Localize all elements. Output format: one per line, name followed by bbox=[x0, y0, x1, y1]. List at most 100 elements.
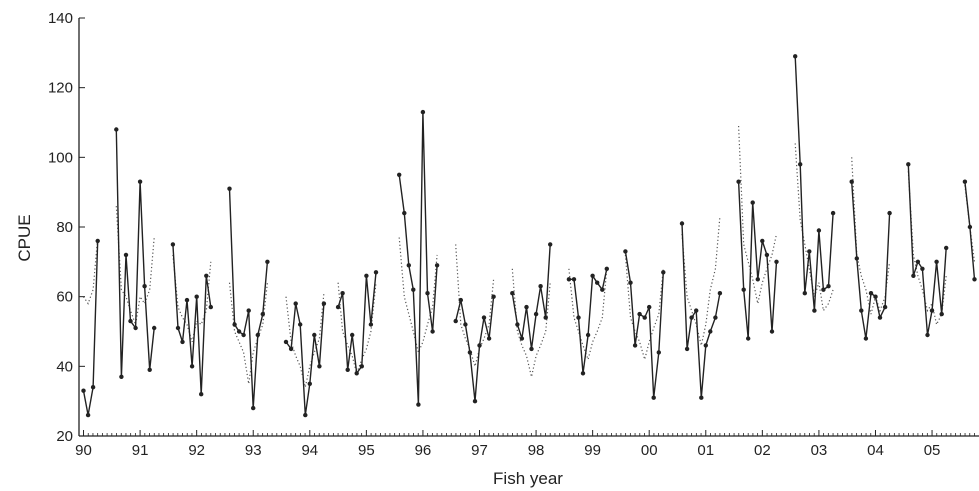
observed-point bbox=[298, 322, 303, 327]
observed-point bbox=[769, 329, 775, 334]
observed-series bbox=[81, 54, 977, 418]
observed-point bbox=[453, 318, 458, 324]
observed-point bbox=[317, 364, 322, 369]
observed-point bbox=[406, 263, 411, 268]
observed-point bbox=[548, 242, 553, 247]
observed-point bbox=[430, 329, 435, 334]
observed-point bbox=[85, 412, 91, 418]
observed-point bbox=[882, 304, 888, 310]
observed-point bbox=[425, 291, 430, 296]
observed-point bbox=[481, 315, 487, 320]
y-tick-label: 120 bbox=[48, 80, 73, 97]
observed-point bbox=[764, 252, 770, 258]
observed-point bbox=[137, 179, 143, 184]
observed-point bbox=[684, 346, 690, 352]
axes: 20 40 60 80 100 120 140 90 91 92 93 94 95 96 97 98 99 00 0… bbox=[48, 10, 979, 459]
observed-point bbox=[81, 388, 86, 393]
observed-point bbox=[826, 284, 831, 289]
observed-point bbox=[345, 367, 350, 372]
observed-point bbox=[915, 259, 921, 264]
observed-line bbox=[115, 129, 155, 377]
x-tick-label: 90 bbox=[75, 442, 92, 459]
observed-point bbox=[519, 336, 525, 341]
observed-point bbox=[887, 210, 892, 216]
observed-point bbox=[863, 336, 869, 341]
observed-point bbox=[255, 332, 260, 338]
x-tick-label: 99 bbox=[584, 442, 601, 459]
observed-point bbox=[184, 297, 190, 303]
observed-point bbox=[736, 179, 741, 184]
observed-point bbox=[411, 287, 416, 292]
y-tick-label: 140 bbox=[48, 10, 73, 27]
observed-point bbox=[312, 332, 317, 338]
observed-point bbox=[340, 291, 345, 296]
observed-point bbox=[939, 311, 944, 317]
observed-point bbox=[510, 291, 515, 296]
observed-point bbox=[637, 311, 642, 317]
fitted-line bbox=[681, 216, 721, 346]
observed-point bbox=[359, 364, 364, 369]
observed-point bbox=[717, 291, 723, 296]
observed-line bbox=[681, 223, 721, 398]
observed-point bbox=[854, 256, 859, 261]
observed-line bbox=[737, 181, 778, 339]
observed-point bbox=[849, 179, 854, 184]
x-tick-label: 04 bbox=[867, 442, 884, 459]
fitted-line bbox=[624, 254, 664, 362]
observed-point bbox=[656, 350, 661, 355]
observed-point bbox=[265, 259, 270, 264]
observed-point bbox=[571, 277, 577, 282]
observed-point bbox=[741, 287, 746, 292]
observed-line bbox=[624, 251, 664, 398]
observed-line bbox=[398, 112, 438, 405]
observed-point bbox=[925, 332, 930, 338]
observed-point bbox=[604, 266, 609, 271]
observed-point bbox=[972, 277, 977, 282]
observed-point bbox=[208, 304, 213, 310]
observed-point bbox=[590, 273, 595, 278]
observed-point bbox=[774, 259, 779, 264]
observed-point bbox=[175, 325, 181, 331]
observed-point bbox=[170, 242, 176, 247]
observed-point bbox=[566, 277, 572, 282]
observed-point bbox=[920, 266, 925, 271]
observed-point bbox=[364, 273, 369, 278]
observed-line bbox=[82, 240, 99, 416]
observed-point bbox=[600, 287, 605, 292]
observed-point bbox=[580, 371, 586, 376]
x-tick-label: 97 bbox=[471, 442, 488, 459]
observed-point bbox=[821, 287, 826, 292]
observed-point bbox=[463, 322, 468, 327]
observed-point bbox=[335, 304, 341, 310]
observed-point bbox=[750, 200, 755, 205]
observed-point bbox=[793, 54, 798, 59]
fitted-line bbox=[228, 282, 268, 384]
observed-point bbox=[491, 294, 496, 299]
x-tick-label: 96 bbox=[415, 442, 432, 459]
observed-point bbox=[236, 329, 242, 334]
y-axis-label: CPUE bbox=[15, 214, 34, 261]
observed-point bbox=[585, 332, 591, 338]
observed-point bbox=[962, 179, 968, 184]
x-tick-label: 95 bbox=[358, 442, 375, 459]
observed-point bbox=[152, 325, 157, 331]
x-tick-label: 00 bbox=[641, 442, 658, 459]
observed-point bbox=[241, 332, 246, 338]
observed-line bbox=[285, 303, 325, 416]
observed-point bbox=[628, 280, 633, 285]
observed-point bbox=[199, 392, 204, 397]
observed-point bbox=[458, 297, 463, 303]
observed-point bbox=[647, 304, 652, 310]
observed-point bbox=[246, 308, 251, 313]
observed-point bbox=[816, 228, 822, 233]
observed-point bbox=[288, 346, 294, 352]
observed-point bbox=[929, 308, 935, 313]
observed-point bbox=[812, 308, 817, 313]
observed-point bbox=[397, 172, 402, 177]
observed-point bbox=[859, 308, 864, 313]
observed-point bbox=[694, 308, 699, 313]
observed-point bbox=[524, 304, 529, 310]
observed-point bbox=[133, 325, 138, 331]
observed-point bbox=[354, 371, 359, 376]
